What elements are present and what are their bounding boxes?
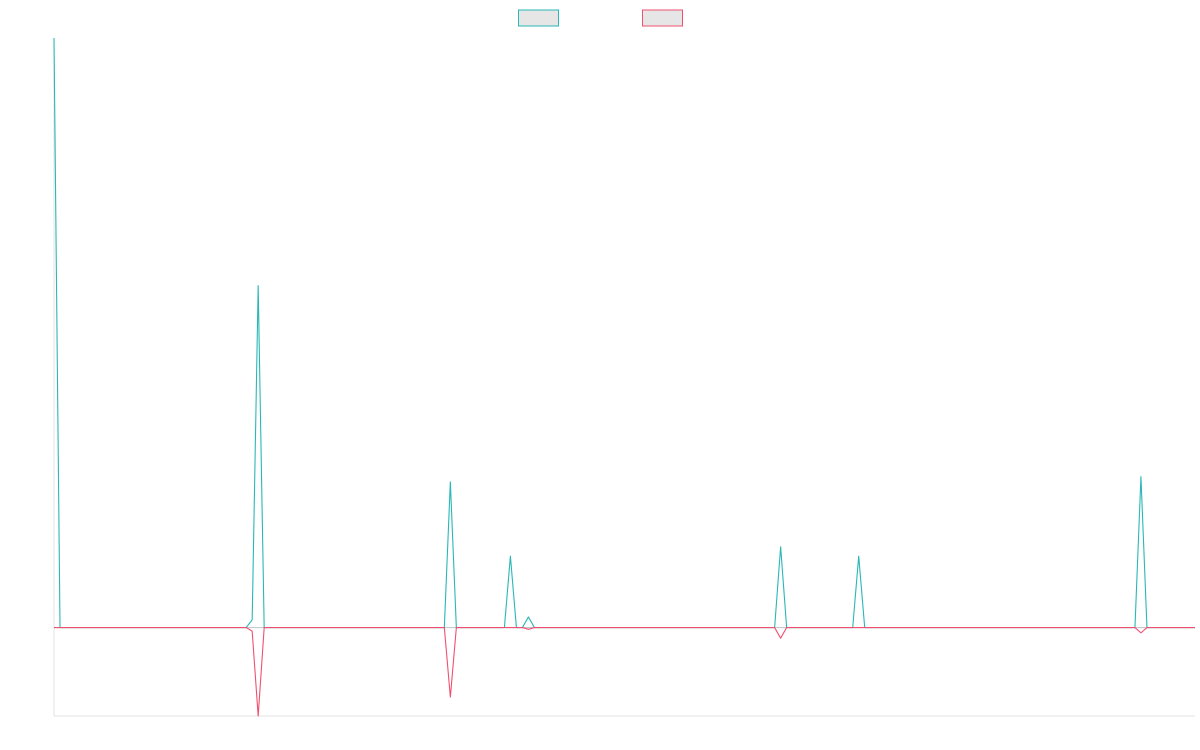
series-line-2 xyxy=(54,627,1195,717)
series-line-1 xyxy=(53,37,1195,629)
plot-area xyxy=(53,37,1195,717)
legend xyxy=(518,9,683,27)
legend-swatch-2 xyxy=(642,9,683,27)
legend-swatch-1 xyxy=(518,9,559,27)
